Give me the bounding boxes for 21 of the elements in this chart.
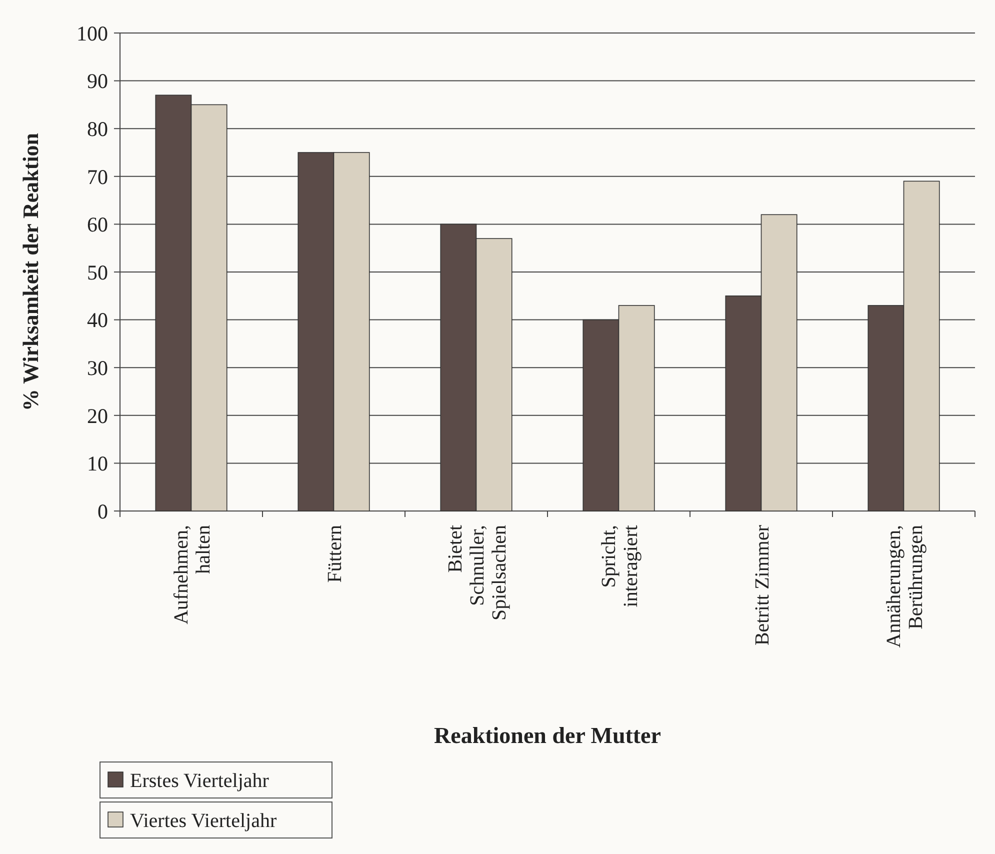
y-tick-label: 20 <box>87 404 108 428</box>
y-tick-label: 70 <box>87 164 108 189</box>
x-tick-label: Betritt Zimmer <box>751 524 774 646</box>
y-tick-label: 10 <box>87 452 108 476</box>
legend-label: Erstes Vierteljahr <box>130 770 270 792</box>
x-tick-label: Füttern <box>324 525 346 583</box>
legend-label: Viertes Vierteljahr <box>130 810 277 832</box>
y-tick-label: 80 <box>87 116 108 141</box>
x-tick-label: Bietet Schnuller, Spielsachen <box>444 524 510 621</box>
y-tick-label: 100 <box>76 21 108 46</box>
y-tick-label: 30 <box>87 356 108 380</box>
y-tick-label: 0 <box>98 499 108 524</box>
y-tick-label: 50 <box>87 260 108 284</box>
y-axis-title: % Wirksamkeit der Reaktion <box>18 132 43 412</box>
y-tick-label: 90 <box>87 69 108 94</box>
x-tick-label: Annäherungen, Berührungen <box>882 525 927 648</box>
x-tick-label: Spricht, interagiert <box>598 524 642 608</box>
y-tick-label: 40 <box>87 308 108 332</box>
x-tick-label: Aufnehmen, halten <box>170 525 214 624</box>
y-tick-label: 60 <box>87 212 108 237</box>
x-axis-title: Reaktionen der Mutter <box>434 723 661 748</box>
